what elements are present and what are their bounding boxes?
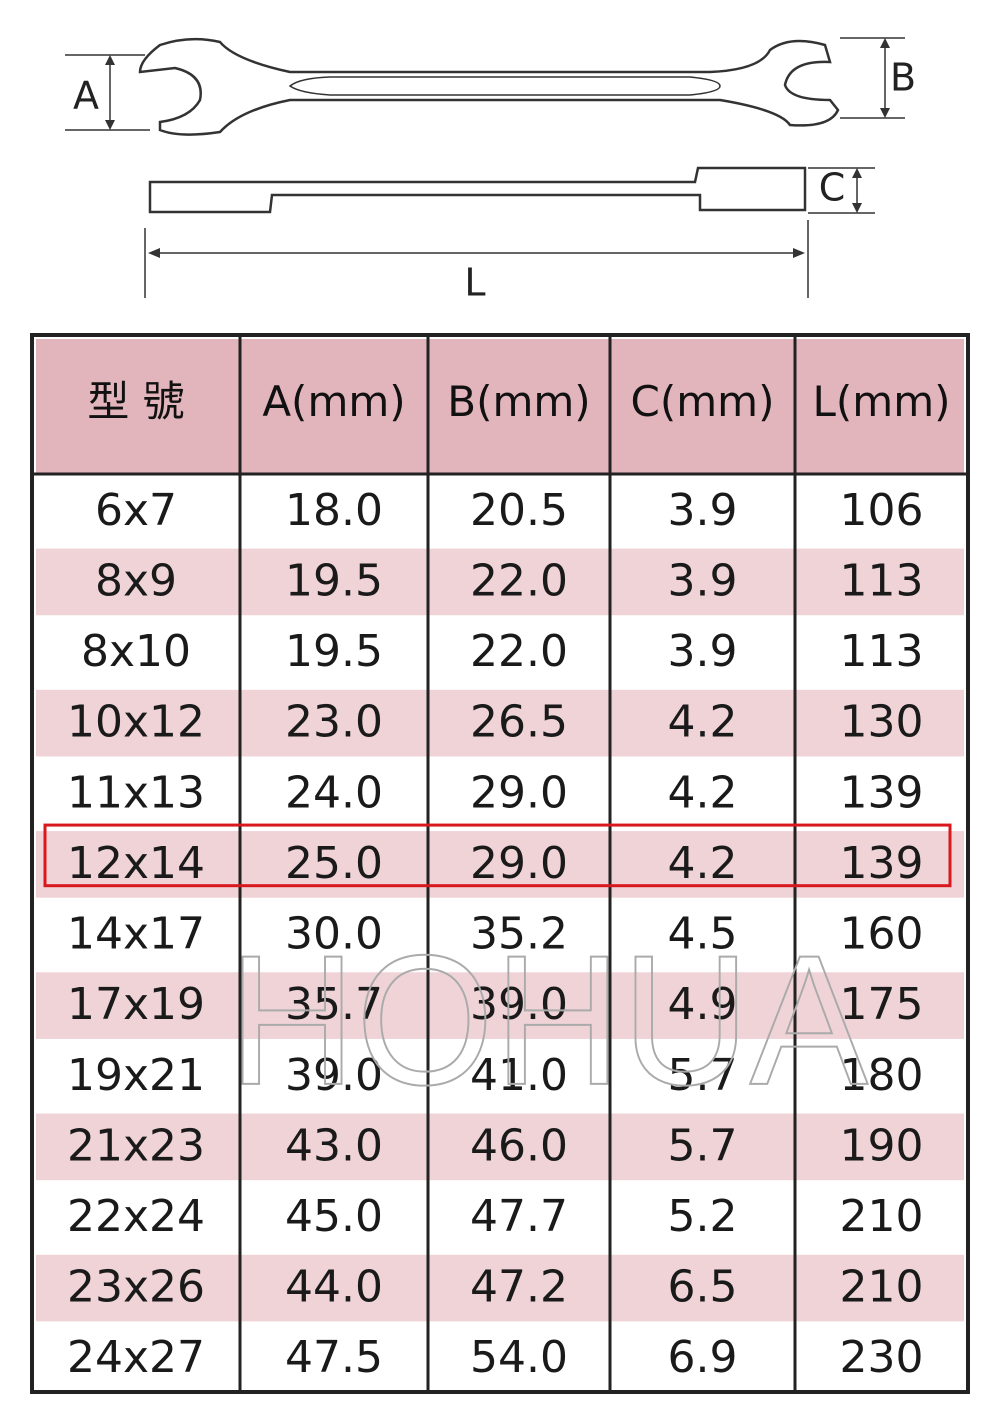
table-cell: 113 xyxy=(840,555,924,606)
table-cell: 160 xyxy=(840,909,924,960)
table-cell: 19.5 xyxy=(285,555,383,606)
table-cell: 43.0 xyxy=(285,1120,383,1171)
wrench-slot xyxy=(288,76,721,96)
wrench-diagram: A B C L xyxy=(65,37,916,305)
row-bg xyxy=(36,548,964,616)
row-bg xyxy=(36,1254,964,1322)
table-cell: 14x17 xyxy=(67,909,205,960)
header-cell: 型 號 xyxy=(87,377,184,426)
table-cell: 12x14 xyxy=(67,838,205,889)
table-cell: 106 xyxy=(840,485,924,536)
table-cell: 25.0 xyxy=(285,838,383,889)
label-a: A xyxy=(73,74,99,118)
spec-table: 型 號 A(mm) B(mm) C(mm) L(mm) 6x7 18.0 20.5 3.9 106… xyxy=(30,333,970,1394)
table-cell: 5.7 xyxy=(668,1050,738,1101)
table-cell: 44.0 xyxy=(285,1262,383,1313)
table-cell: 130 xyxy=(840,697,924,748)
table-cell: 24x27 xyxy=(67,1332,205,1383)
row-bg xyxy=(36,972,964,1039)
table-cell: 230 xyxy=(840,1332,924,1383)
header-cell: A(mm) xyxy=(262,377,405,426)
table-cell: 19x21 xyxy=(67,1050,205,1101)
table-cell: 6.5 xyxy=(668,1262,738,1313)
table-cell: 210 xyxy=(840,1191,924,1242)
table-cell: 180 xyxy=(840,1050,924,1101)
table-cell: 47.7 xyxy=(470,1191,568,1242)
table-cell: 175 xyxy=(840,979,924,1030)
label-c: C xyxy=(819,166,846,210)
table-cell: 10x12 xyxy=(67,697,205,748)
highlight-box xyxy=(43,823,952,888)
table-cell: 139 xyxy=(840,767,924,818)
table-cell: 29.0 xyxy=(470,838,568,889)
table-cell: 41.0 xyxy=(470,1050,568,1101)
table-cell: 6x7 xyxy=(95,485,177,536)
table-cell: 39.0 xyxy=(285,1050,383,1101)
table-cell: 45.0 xyxy=(285,1191,383,1242)
table-cell: 24.0 xyxy=(285,767,383,818)
table-cell: 8x10 xyxy=(81,626,191,677)
table-cell: 139 xyxy=(840,838,924,889)
table-cell: 23.0 xyxy=(285,697,383,748)
table-cell: 4.5 xyxy=(668,909,738,960)
table-cell: 21x23 xyxy=(67,1120,205,1171)
table-cell: 4.2 xyxy=(668,697,738,748)
table-cell: 22.0 xyxy=(470,555,568,606)
table-cell: 47.5 xyxy=(285,1332,383,1383)
table-cell: 18.0 xyxy=(285,485,383,536)
table-cell: 22.0 xyxy=(470,626,568,677)
table-cell: 6.9 xyxy=(668,1332,738,1383)
watermark: HOHUA xyxy=(228,918,869,1124)
table-cell: 26.5 xyxy=(470,697,568,748)
table-cell: 8x9 xyxy=(95,555,177,606)
header-cell: C(mm) xyxy=(631,377,775,426)
table-cell: 210 xyxy=(840,1262,924,1313)
table-cell: 5.2 xyxy=(668,1191,738,1242)
table-cell: 35.7 xyxy=(285,979,383,1030)
table-cell: 23x26 xyxy=(67,1262,205,1313)
table-cell: 29.0 xyxy=(470,767,568,818)
table-cell: 4.2 xyxy=(668,838,738,889)
table-cell: 190 xyxy=(840,1120,924,1171)
table-cell: 17x19 xyxy=(67,979,205,1030)
wrench-side-view xyxy=(148,166,807,214)
header-cell: L(mm) xyxy=(813,377,951,426)
row-bg xyxy=(36,1113,964,1181)
table-cell: 11x13 xyxy=(67,767,205,818)
table-cell: 46.0 xyxy=(470,1120,568,1171)
label-l: L xyxy=(464,261,485,305)
table-cell: 19.5 xyxy=(285,626,383,677)
table-cell: 3.9 xyxy=(668,626,738,677)
table-cell: 35.2 xyxy=(470,909,568,960)
table-cell: 47.2 xyxy=(470,1262,568,1313)
table-cell: 4.2 xyxy=(668,767,738,818)
table-cell: 54.0 xyxy=(470,1332,568,1383)
wrench-top-view xyxy=(138,37,840,136)
table-cell: 30.0 xyxy=(285,909,383,960)
table-cell: 3.9 xyxy=(668,555,738,606)
header-cell: B(mm) xyxy=(447,377,590,426)
table-cell: 39.0 xyxy=(470,979,568,1030)
row-bg xyxy=(36,689,964,757)
table-cell: 4.9 xyxy=(668,979,738,1030)
table-cell: 22x24 xyxy=(67,1191,205,1242)
label-b: B xyxy=(890,56,916,100)
header-bg xyxy=(36,339,964,474)
table-cell: 20.5 xyxy=(470,485,568,536)
table-cell: 3.9 xyxy=(668,485,738,536)
table-cell: 5.7 xyxy=(668,1120,738,1171)
table-cell: 113 xyxy=(840,626,924,677)
